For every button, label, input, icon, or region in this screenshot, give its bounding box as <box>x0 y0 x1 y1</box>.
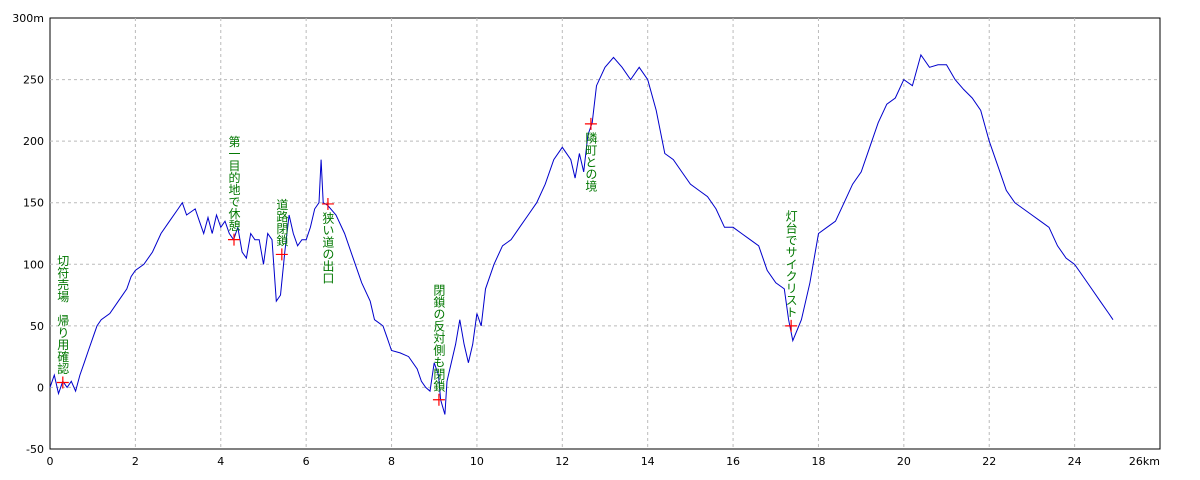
x-tick-label: 26km <box>1129 455 1160 468</box>
annotation-label: 第一目的地で休憩 <box>227 135 241 231</box>
annotation-label: 道路閉鎖 <box>275 198 289 247</box>
x-tick-label: 14 <box>641 455 655 468</box>
x-tick-label: 22 <box>982 455 996 468</box>
annotation-label: 狭い道の出口 <box>321 212 335 284</box>
y-tick-label: 50 <box>30 320 44 333</box>
x-tick-label: 20 <box>897 455 911 468</box>
x-tick-label: 12 <box>555 455 569 468</box>
x-tick-label: 16 <box>726 455 740 468</box>
annotation-marker <box>275 248 288 261</box>
y-tick-label: -50 <box>26 443 44 456</box>
annotation-marker <box>56 376 69 389</box>
y-tick-label: 300m <box>12 12 44 25</box>
elevation-line <box>49 53 1114 415</box>
y-tick-label: 0 <box>37 381 44 394</box>
annotation-marker <box>584 117 597 130</box>
y-tick-label: 150 <box>23 197 44 210</box>
annotation-label: 灯台でサイクリスト <box>784 209 798 317</box>
x-tick-label: 2 <box>132 455 139 468</box>
y-tick-label: 100 <box>23 258 44 271</box>
annotation-label: 隣町との境 <box>584 130 598 191</box>
annotation-label: 閉鎖の反対側も閉鎖 <box>432 283 446 392</box>
x-tick-label: 4 <box>217 455 224 468</box>
y-tick-label: 250 <box>23 74 44 87</box>
annotation-marker <box>228 233 241 246</box>
x-tick-label: 8 <box>388 455 395 468</box>
annotation-label: 切符売場 帰り用確認 <box>56 254 70 374</box>
x-tick-label: 10 <box>470 455 484 468</box>
annotation-marker <box>432 393 445 406</box>
x-tick-label: 24 <box>1068 455 1082 468</box>
x-tick-label: 18 <box>811 455 825 468</box>
annotation-marker <box>321 197 334 210</box>
plot-frame <box>49 17 1161 450</box>
y-tick-label: 200 <box>23 135 44 148</box>
x-tick-label: 6 <box>303 455 310 468</box>
x-tick-label: 0 <box>47 455 54 468</box>
annotation-marker <box>785 319 798 332</box>
